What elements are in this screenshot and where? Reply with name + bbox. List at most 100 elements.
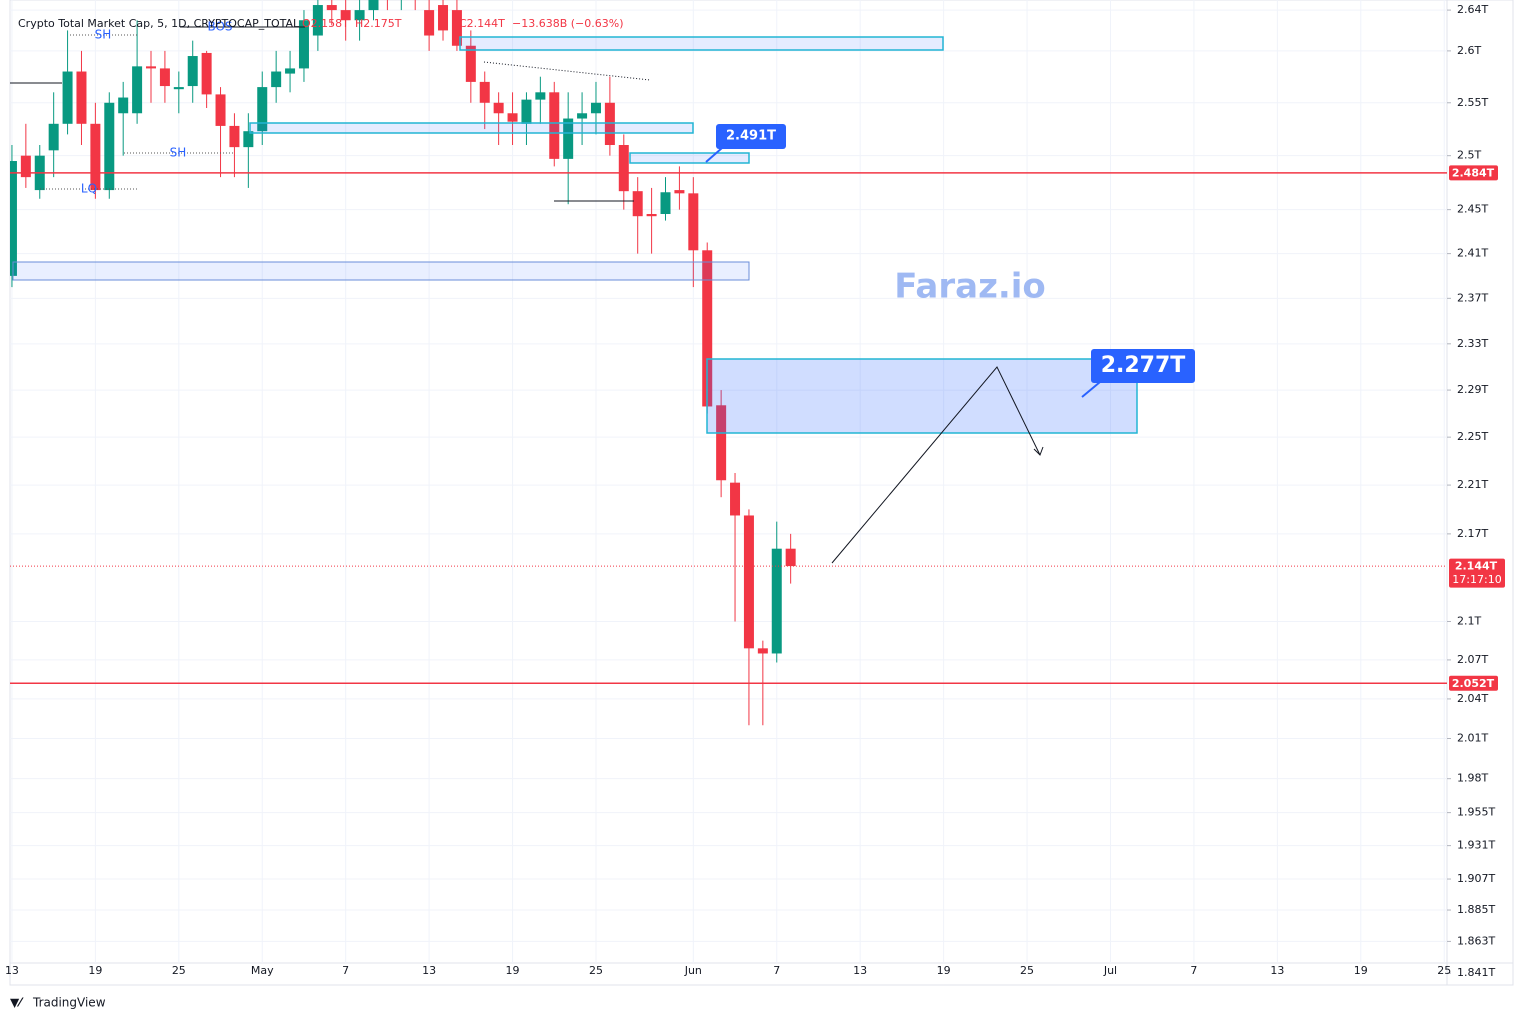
candle-body bbox=[146, 66, 157, 69]
frame bbox=[9, 0, 1514, 986]
y-tick-label: 1.955T bbox=[1457, 806, 1495, 819]
x-tick-label: 13 bbox=[5, 964, 19, 977]
candle-body bbox=[118, 97, 129, 114]
candle-body bbox=[340, 10, 351, 21]
candle-body bbox=[438, 5, 449, 31]
watermark: Faraz.io bbox=[894, 267, 1046, 307]
candle-body bbox=[62, 71, 73, 124]
candle-body bbox=[312, 5, 323, 36]
callout-text: 2.277T bbox=[1101, 353, 1186, 378]
ohlc-open: O2.158T bbox=[302, 17, 349, 30]
x-tick-label: Jun bbox=[684, 964, 702, 977]
x-tick-label: 19 bbox=[506, 964, 520, 977]
candle-body bbox=[743, 515, 754, 649]
countdown: 17:17:10 bbox=[1452, 573, 1501, 586]
x-tick-label: 25 bbox=[1020, 964, 1034, 977]
y-tick-label: 2.07T bbox=[1457, 653, 1488, 666]
candle-body bbox=[702, 250, 713, 407]
candle-body bbox=[479, 81, 490, 103]
y-tick-label: 1.931T bbox=[1457, 839, 1495, 852]
candle-body bbox=[604, 102, 615, 146]
label-sh: SH bbox=[95, 28, 112, 42]
candle-body bbox=[132, 66, 143, 114]
price-label-bg bbox=[1449, 675, 1498, 691]
y-tick-label: 1.841T bbox=[1457, 966, 1495, 979]
candle-body bbox=[618, 145, 629, 192]
zone bbox=[12, 261, 750, 281]
y-tick-label: 1.885T bbox=[1457, 903, 1495, 916]
brand-logo: ▼⁄ bbox=[10, 996, 24, 1010]
x-tick-label: 7 bbox=[773, 964, 780, 977]
candle-body bbox=[688, 193, 699, 251]
candle-body bbox=[354, 10, 365, 21]
candle-body bbox=[48, 123, 59, 151]
candle-body bbox=[507, 113, 518, 122]
y-tick-label: 2.01T bbox=[1457, 732, 1488, 745]
ohlc-change: −13.638B (−0.63%) bbox=[512, 17, 624, 30]
y-tick-label: 2.41T bbox=[1457, 247, 1488, 260]
candle-body bbox=[243, 131, 254, 148]
overlay: SH BOS SH LQ Faraz.io 2.491T 2.277T Cryp… bbox=[5, 3, 1505, 1010]
candle-body bbox=[577, 113, 588, 119]
x-tick-label: May bbox=[251, 964, 274, 977]
candle-body bbox=[10, 161, 17, 276]
zone bbox=[629, 152, 750, 164]
trend-line bbox=[483, 61, 651, 81]
candle-body bbox=[187, 56, 198, 87]
candle-body bbox=[215, 94, 226, 126]
candle-body bbox=[660, 192, 671, 215]
x-tick-label: Jul bbox=[1103, 964, 1117, 977]
x-tick-label: 19 bbox=[88, 964, 102, 977]
candle-body bbox=[465, 45, 476, 82]
candle-body bbox=[590, 102, 601, 114]
callout-text: 2.491T bbox=[726, 129, 776, 144]
y-tick-label: 2.29T bbox=[1457, 383, 1488, 396]
candle-body bbox=[521, 99, 532, 124]
candle-body bbox=[229, 125, 240, 148]
candle-body bbox=[757, 648, 768, 654]
label-bos: BOS bbox=[207, 20, 232, 34]
label-sh: SH bbox=[170, 146, 187, 160]
price-label: 2.052T bbox=[1452, 677, 1495, 690]
y-tick-label: 2.17T bbox=[1457, 527, 1488, 540]
callout-box bbox=[1091, 349, 1195, 383]
candle-body bbox=[298, 20, 309, 69]
target-zone bbox=[706, 358, 1138, 434]
candle-body bbox=[271, 71, 282, 88]
callout-box bbox=[716, 124, 786, 149]
candle-body bbox=[285, 68, 296, 74]
candle-body bbox=[646, 214, 657, 217]
candle-body bbox=[20, 155, 31, 178]
candle-body bbox=[716, 405, 727, 481]
candle-body bbox=[785, 548, 796, 567]
candle-body bbox=[674, 190, 685, 194]
callout-pointer bbox=[705, 147, 723, 163]
x-tick-label: 13 bbox=[1270, 964, 1284, 977]
candle-body bbox=[424, 10, 435, 36]
candle-body bbox=[535, 92, 546, 100]
y-tick-label: 2.1T bbox=[1457, 614, 1481, 627]
candle-body bbox=[201, 52, 212, 95]
x-tick-label: 7 bbox=[342, 964, 349, 977]
x-tick-label: 19 bbox=[1354, 964, 1368, 977]
brand: TradingView bbox=[32, 996, 106, 1010]
x-tick-label: 25 bbox=[1437, 964, 1451, 977]
last-price-bg bbox=[1449, 558, 1505, 588]
candles bbox=[10, 0, 1447, 726]
candle-body bbox=[159, 68, 170, 87]
candle-body bbox=[549, 92, 560, 159]
y-tick-label: 2.5T bbox=[1457, 149, 1481, 162]
candle-body bbox=[104, 102, 115, 191]
label-lq: LQ bbox=[81, 182, 97, 196]
last-price-label: 2.144T bbox=[1455, 560, 1498, 573]
candle-body bbox=[173, 87, 184, 90]
x-tick-label: 19 bbox=[937, 964, 951, 977]
y-tick-label: 1.863T bbox=[1457, 934, 1495, 947]
callout-pointer bbox=[1081, 381, 1101, 398]
ohlc-close: C2.144T bbox=[459, 17, 505, 30]
zone bbox=[459, 36, 944, 51]
y-tick-label: 1.98T bbox=[1457, 772, 1488, 785]
y-tick-label: 2.64T bbox=[1457, 3, 1488, 16]
candle-body bbox=[730, 482, 741, 516]
candle-body bbox=[90, 123, 101, 191]
